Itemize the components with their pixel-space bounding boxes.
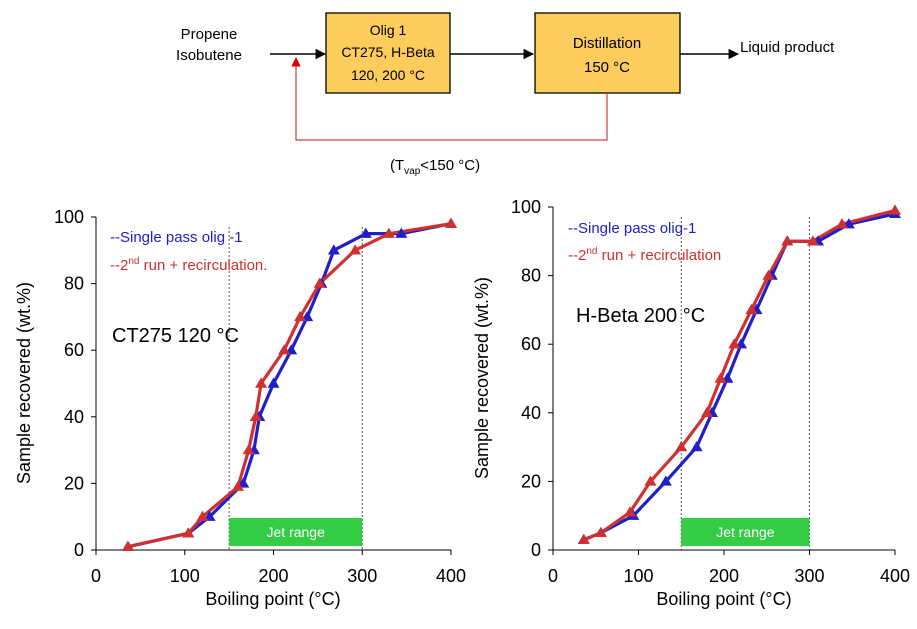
jet-range-label: Jet range	[267, 524, 326, 540]
x-axis-label: Boiling point (°C)	[205, 589, 340, 609]
x-tick-label: 200	[258, 566, 288, 586]
series-1-point	[623, 506, 636, 517]
series-1-point	[294, 310, 307, 322]
y-tick-label: 20	[521, 471, 541, 491]
feed-label-propene: Propene	[181, 26, 238, 43]
series-1-point	[242, 444, 255, 455]
y-tick-label: 40	[64, 407, 84, 427]
distillation-label-line1: Distillation	[573, 35, 641, 52]
jet-range-bar	[681, 518, 810, 546]
product-label: Liquid product	[740, 39, 835, 56]
reactor-label-line2: CT275, H-Beta	[341, 44, 435, 60]
series-1-point	[806, 235, 819, 246]
series-0-point	[690, 441, 703, 452]
series-1-point	[781, 235, 794, 246]
x-tick-label: 100	[170, 566, 200, 586]
y-tick-label: 100	[54, 207, 84, 227]
series-1-point	[445, 217, 457, 228]
y-tick-label: 80	[521, 266, 541, 286]
series-1-point	[232, 480, 244, 491]
series-0-point	[659, 475, 672, 486]
feed-label-isobutene: Isobutene	[176, 47, 242, 64]
series-1-point	[745, 303, 758, 315]
legend-entry-single-pass: --Single pass olig-1	[568, 220, 696, 237]
recycle-label: (Tvap<150 °C)	[390, 157, 480, 177]
jet-range-bar	[229, 518, 363, 546]
x-tick-label: 400	[436, 566, 466, 586]
series-1-point	[313, 277, 326, 288]
series-line-0	[127, 222, 452, 549]
series-1-point	[349, 244, 362, 255]
series-1-point	[889, 204, 901, 215]
y-tick-label: 0	[74, 540, 84, 560]
y-axis-label: Sample recovered (wt.%)	[14, 282, 34, 484]
reactor-label-line1: Olig 1	[370, 22, 407, 38]
series-1-point	[577, 533, 590, 544]
jet-range-label: Jet range	[716, 524, 775, 540]
series-1-point	[762, 269, 775, 280]
x-tick-label: 400	[880, 566, 910, 586]
chart-ct275: Jet range 0 100 200 300 400 0 20 40 60 80 100 Boi…	[14, 207, 466, 609]
x-tick-label: 0	[91, 566, 101, 586]
series-1-point	[728, 338, 741, 349]
legend-entry-recirculation: --2nd run + recirculation	[568, 246, 721, 264]
series-1-point	[714, 372, 727, 383]
recycle-line	[291, 57, 608, 141]
series-1-point	[255, 377, 268, 388]
series-1-point	[835, 218, 848, 229]
chart-annotation: H-Beta 200 °C	[576, 305, 705, 327]
y-ticks: 0 20 40 60 80 100	[54, 207, 96, 560]
series-1-point	[121, 540, 134, 551]
series-0-point	[359, 227, 372, 238]
reactor-label-line3: 120, 200 °C	[351, 67, 425, 83]
y-tick-label: 60	[521, 334, 541, 354]
reactor-box	[325, 12, 451, 94]
y-tick-label: 0	[531, 540, 541, 560]
series-1-point	[644, 475, 657, 486]
x-ticks: 0 100 200 300 400	[548, 550, 910, 586]
y-tick-label: 60	[64, 340, 84, 360]
x-tick-label: 200	[709, 566, 739, 586]
process-flow: Propene Isobutene Olig 1 CT275, H-Beta 1…	[176, 12, 835, 177]
distillation-box	[534, 12, 681, 94]
series-1-point	[700, 406, 713, 417]
x-axis-label: Boiling point (°C)	[656, 589, 791, 609]
x-tick-label: 100	[623, 566, 653, 586]
series-1-point	[675, 441, 688, 452]
series-group	[577, 204, 901, 544]
x-ticks: 0 100 200 300 400	[91, 550, 466, 586]
legend-entry-single-pass: --Single pass olig -1	[110, 229, 243, 246]
series-1-point	[196, 510, 209, 521]
y-tick-label: 40	[521, 403, 541, 423]
x-tick-label: 300	[794, 566, 824, 586]
series-1-point	[594, 526, 607, 538]
y-tick-label: 80	[64, 274, 84, 294]
y-axis-label: Sample recovered (wt.%)	[472, 277, 492, 479]
series-0-point	[267, 377, 280, 388]
legend-entry-recirculation: --2nd run + recirculation.	[110, 256, 267, 274]
chart-ct275-gridlines	[228, 227, 363, 550]
series-1-point	[278, 344, 291, 355]
x-tick-label: 0	[548, 566, 558, 586]
y-tick-label: 100	[511, 197, 541, 217]
series-group	[121, 217, 457, 551]
chart-annotation: CT275 120 °C	[112, 325, 239, 347]
x-tick-label: 300	[347, 566, 377, 586]
y-ticks: 0 20 40 60 80 100	[511, 197, 553, 560]
chart-hbeta-gridlines	[680, 217, 810, 550]
series-0-point	[327, 244, 340, 255]
y-tick-label: 20	[64, 473, 84, 493]
series-1-point	[249, 410, 262, 421]
distillation-label-line2: 150 °C	[584, 59, 630, 76]
series-1-point	[382, 227, 395, 238]
series-1-point	[182, 527, 195, 538]
chart-hbeta: Jet range 0 100 200 300 400 0 20 40 60 80 100 Boi…	[472, 197, 910, 609]
series-line-1	[583, 208, 896, 542]
series-0-point	[395, 227, 408, 238]
